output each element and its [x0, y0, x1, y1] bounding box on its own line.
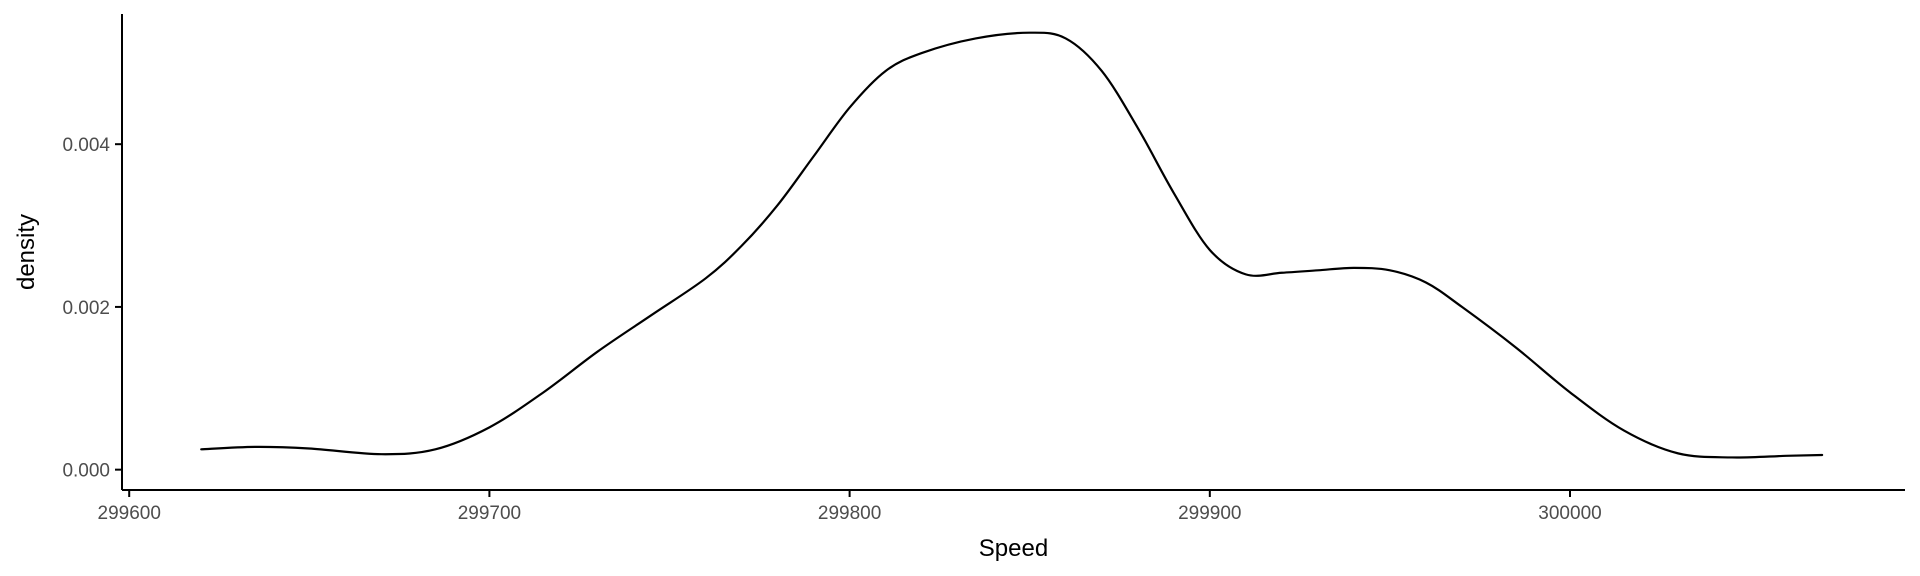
x-tick-label: 299900 [1178, 503, 1241, 524]
y-tick-label: 0.002 [62, 298, 110, 319]
x-tick-label: 300000 [1538, 503, 1601, 524]
x-tick-label: 299800 [818, 503, 881, 524]
y-axis: 0.000 0.002 0.004 [62, 14, 123, 490]
y-tick-label: 0.004 [62, 135, 110, 156]
y-ticks: 0.000 0.002 0.004 [62, 135, 122, 482]
series-layer [200, 31, 1824, 459]
y-tick-label: 0.000 [62, 461, 110, 482]
x-axis-title: Speed [979, 535, 1048, 562]
density-curve [200, 31, 1824, 459]
x-tick-label: 299700 [458, 503, 521, 524]
y-axis-title: density [13, 214, 40, 290]
x-ticks: 299600 299700 299800 299900 300000 [98, 490, 1602, 524]
x-axis: 299600 299700 299800 299900 300000 [98, 489, 1905, 524]
x-tick-label: 299600 [98, 503, 161, 524]
